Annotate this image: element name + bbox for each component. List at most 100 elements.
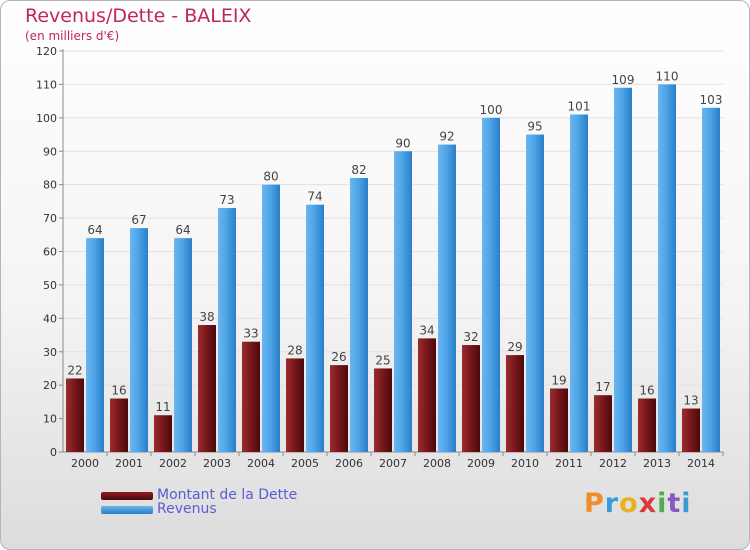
data-label-revenue: 109 [612,73,635,87]
x-tick-label: 2003 [203,457,231,470]
y-tick-label: 80 [43,179,57,192]
chart-title: Revenus/Dette - BALEIX [25,5,252,27]
data-label-revenue: 103 [700,93,723,107]
data-label-revenue: 101 [568,99,591,113]
data-label-debt: 29 [507,340,522,354]
bar-debt-2012 [594,395,612,452]
x-tick-label: 2013 [643,457,671,470]
bar-debt-2006 [330,365,348,452]
bar-revenue-2011 [570,114,588,452]
data-label-debt: 32 [463,330,478,344]
x-tick-label: 2012 [599,457,627,470]
legend-label-debt: Montant de la Dette [157,487,298,503]
bar-revenue-2004 [262,184,280,452]
y-tick-label: 20 [43,379,57,392]
data-labels: 22 64 16 67 11 64 38 73 33 80 28 74 26 82 25 90 34 92 32 10… [67,69,722,414]
bar-revenue-2009 [482,117,500,452]
y-tick-label: 30 [43,346,57,359]
bar-revenue-2003 [218,208,236,452]
x-tick-label: 2002 [159,457,187,470]
bar-debt-2000 [66,378,84,452]
data-label-revenue: 74 [307,190,322,204]
data-label-debt: 34 [419,323,434,337]
data-label-revenue: 82 [351,163,366,177]
x-tick-label: 2006 [335,457,363,470]
bar-debt-2003 [198,325,216,452]
y-tick-label: 100 [36,112,57,125]
bar-revenue-2014 [702,107,720,452]
proxiti-logo: Proxiti [584,488,692,519]
data-label-debt: 16 [639,384,654,398]
bar-debt-2007 [374,368,392,452]
data-label-debt: 16 [111,384,126,398]
x-tick-label: 2004 [247,457,275,470]
data-label-debt: 25 [375,353,390,367]
bar-debt-2004 [242,341,260,452]
bar-revenue-2008 [438,144,456,453]
logo-letter: t [667,488,682,519]
data-label-debt: 33 [243,327,258,341]
bar-revenue-2005 [306,204,324,452]
y-tick-label: 60 [43,246,57,259]
bar-revenue-2007 [394,151,412,452]
legend-swatch-revenue [101,506,153,514]
logo-letter: r [604,488,620,519]
x-tick-label: 2008 [423,457,451,470]
bar-revenue-2012 [614,87,632,452]
data-label-revenue: 64 [87,223,102,237]
data-label-debt: 19 [551,374,566,388]
bar-revenue-2013 [658,84,676,453]
x-tick-label: 2011 [555,457,583,470]
data-label-debt: 22 [67,363,82,377]
x-tick-label: 2014 [687,457,715,470]
y-tick-label: 0 [50,446,57,459]
x-tick-label: 2010 [511,457,539,470]
bar-debt-2008 [418,338,436,452]
data-label-debt: 17 [595,380,610,394]
data-label-debt: 28 [287,343,302,357]
y-tick-label: 70 [43,212,57,225]
data-label-revenue: 73 [219,193,234,207]
data-label-debt: 13 [683,394,698,408]
y-tick-label: 50 [43,279,57,292]
logo-letter: o [619,488,639,519]
bar-debt-2014 [682,408,700,452]
bar-revenue-2000 [86,238,104,452]
data-label-revenue: 110 [656,69,679,83]
bar-revenue-2006 [350,177,368,452]
x-tick-label: 2000 [71,457,99,470]
bar-debt-2009 [462,345,480,452]
logo-letter: x [638,488,658,519]
x-tick-label: 2007 [379,457,407,470]
bars [66,84,720,453]
legend-label-revenue: Revenus [157,501,217,517]
bar-revenue-2001 [130,228,148,452]
bar-debt-2013 [638,398,656,452]
data-label-revenue: 90 [395,136,410,150]
bar-debt-2010 [506,355,524,452]
bar-revenue-2010 [526,134,544,452]
y-tick-label: 110 [36,78,57,91]
data-label-revenue: 95 [527,120,542,134]
x-tick-label: 2001 [115,457,143,470]
data-label-revenue: 64 [175,223,190,237]
chart-subtitle: (en milliers d'€) [25,29,120,43]
bar-revenue-2002 [174,238,192,452]
x-tick-label: 2009 [467,457,495,470]
logo-letter: P [584,488,605,519]
data-label-revenue: 67 [131,213,146,227]
legend-swatch-debt [101,492,153,500]
data-label-revenue: 92 [439,130,454,144]
bar-debt-2011 [550,388,568,452]
y-tick-label: 90 [43,145,57,158]
bar-debt-2005 [286,358,304,452]
data-label-debt: 38 [199,310,214,324]
bar-debt-2001 [110,398,128,452]
data-label-revenue: 100 [480,103,503,117]
bar-debt-2002 [154,415,172,452]
data-label-debt: 11 [155,400,170,414]
logo-letter: i [657,488,668,519]
axes: 0 10 20 30 40 50 60 70 80 90 100 110 120 2000 2001 2002… [36,45,724,470]
